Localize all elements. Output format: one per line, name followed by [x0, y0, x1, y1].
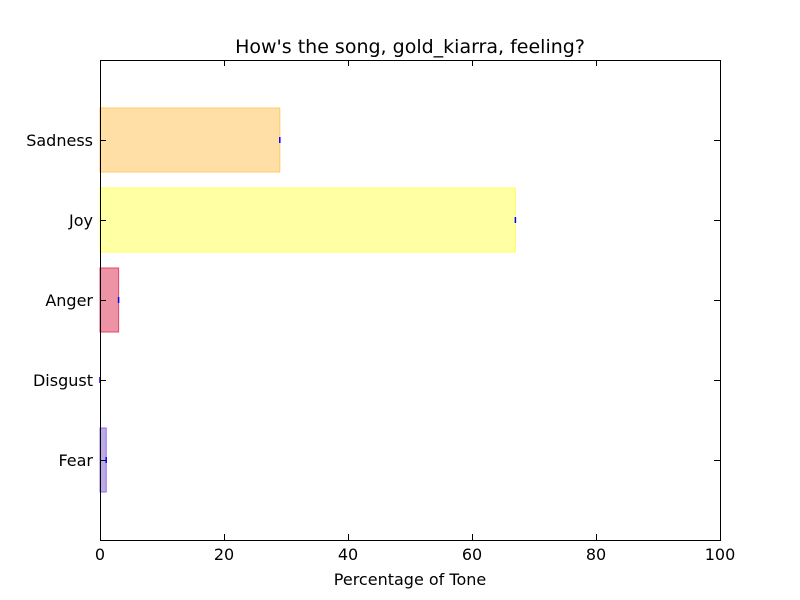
x-tick-label: 60: [462, 545, 482, 564]
x-axis-label: Percentage of Tone: [334, 570, 486, 589]
y-tick-label: Anger: [45, 291, 93, 310]
x-tick-label: 20: [214, 545, 234, 564]
x-tick-label: 40: [338, 545, 358, 564]
y-tick-label: Sadness: [26, 131, 93, 150]
x-tick-label: 100: [705, 545, 736, 564]
bar-series: [99, 107, 517, 493]
x-tick-label: 0: [95, 545, 105, 564]
bar-sadness: [99, 107, 281, 173]
y-tick-label: Disgust: [33, 371, 93, 390]
y-tick-label: Joy: [68, 211, 93, 230]
axis-ticks: 0 20 40 60 80 100 Fear Disgust Anger Joy Sadness: [26, 60, 735, 564]
y-tick-label: Fear: [58, 451, 93, 470]
chart-title: How's the song, gold_kiarra, feeling?: [235, 36, 585, 58]
bar-joy: [99, 187, 516, 253]
x-tick-label: 80: [586, 545, 606, 564]
